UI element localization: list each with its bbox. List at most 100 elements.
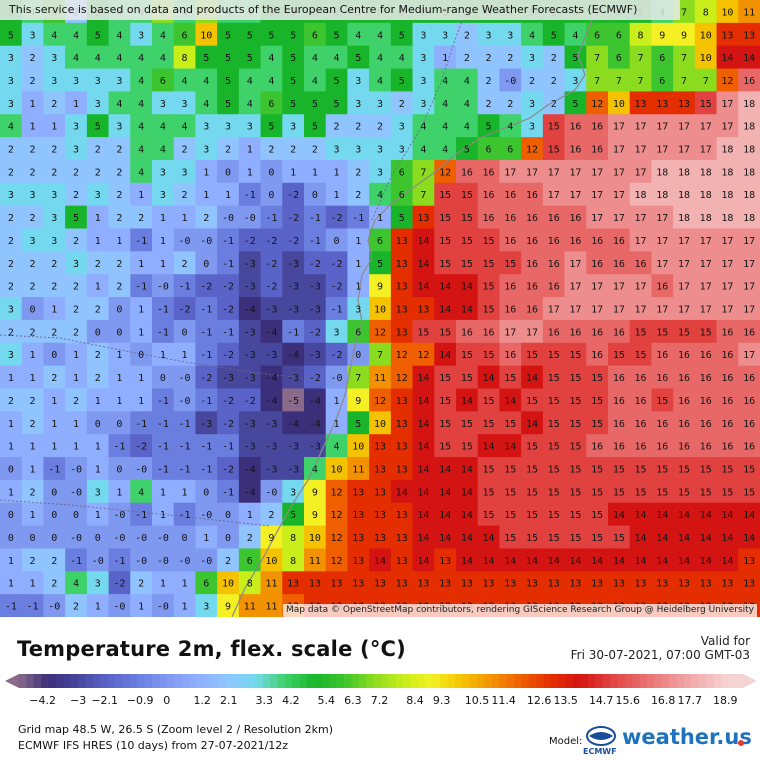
temperature-cell (369, 68, 392, 93)
temperature-cell (86, 45, 110, 70)
grid-value: 7 (594, 76, 600, 87)
temperature-cell (238, 479, 262, 504)
grid-value: 14 (526, 373, 538, 384)
temperature-cell (130, 228, 153, 252)
model-run-info: ECMWF IFS HRES (10 days) from 27-07-2021… (18, 739, 289, 752)
temperature-cell (217, 274, 240, 298)
grid-value: -2 (331, 213, 343, 224)
weather-us-logo[interactable]: weather.us (622, 725, 752, 749)
grid-value: 2 (399, 99, 405, 110)
temperature-cell (108, 457, 131, 481)
color-scale-segment (358, 674, 367, 688)
temperature-cell (651, 22, 674, 47)
grid-value: 16 (743, 442, 755, 453)
temperature-cell (499, 22, 522, 47)
model-label: Model: (549, 736, 583, 747)
grid-value: 3 (290, 122, 296, 133)
grid-value: 4 (312, 464, 318, 475)
grid-value: 5 (486, 122, 492, 133)
temperature-cell (282, 457, 305, 481)
temperature-cell (86, 228, 110, 252)
temperature-cell (369, 251, 392, 275)
grid-value: 17 (656, 236, 668, 247)
grid-value: 2 (73, 190, 79, 201)
grid-value: 15 (439, 213, 451, 224)
grid-value: 14 (439, 533, 451, 544)
grid-value: 18 (743, 99, 755, 110)
temperature-cell (456, 228, 479, 252)
temperature-cell (738, 365, 760, 390)
grid-value: 16 (504, 236, 516, 247)
temperature-cell (390, 205, 414, 230)
grid-value: 14 (678, 533, 690, 544)
map-attribution[interactable]: Map data © OpenStreetMap contributors, r… (283, 604, 757, 617)
temperature-cell (651, 479, 674, 504)
temperature-cell (43, 297, 66, 321)
grid-value: 15 (569, 510, 581, 521)
grid-value: -4 (244, 464, 256, 475)
temperature-cell (86, 68, 110, 93)
grid-value: 15 (548, 373, 560, 384)
temperature-cell (716, 525, 739, 550)
temperature-cell (217, 434, 240, 458)
grid-value: -2 (309, 327, 321, 338)
temperature-cell (629, 479, 653, 504)
temperature-cell (564, 137, 587, 161)
grid-value: -3 (244, 419, 256, 430)
color-scale-segment (33, 674, 42, 688)
grid-value: 2 (30, 76, 36, 87)
grid-value: -0 (113, 533, 125, 544)
temperature-cell (86, 571, 110, 595)
grid-value: 2 (30, 259, 36, 270)
grid-value: 1 (73, 419, 79, 430)
grid-value: -4 (309, 419, 321, 430)
grid-value: 1 (30, 464, 36, 475)
temperature-cell (738, 137, 760, 161)
grid-value: 6 (616, 30, 622, 41)
temperature-cell (0, 525, 23, 550)
grid-value: 1 (203, 533, 209, 544)
temperature-cell (65, 251, 88, 275)
temperature-cell (304, 388, 327, 412)
grid-value: 0 (268, 167, 274, 178)
grid-value: 1 (116, 350, 122, 361)
temperature-cell (586, 319, 609, 344)
grid-value: 14 (504, 442, 516, 453)
temperature-cell (564, 251, 587, 275)
temperature-cell (499, 319, 522, 344)
grid-value: 16 (635, 442, 647, 453)
grid-value: -2 (331, 282, 343, 293)
color-scale-segment (499, 674, 508, 688)
temperature-cell (477, 182, 501, 207)
grid-value: 14 (461, 282, 473, 293)
grid-value: 3 (529, 122, 535, 133)
temperature-cell (434, 411, 457, 435)
grid-value: 15 (526, 533, 538, 544)
grid-value: 1 (355, 236, 361, 247)
temperature-cell (195, 525, 218, 550)
grid-value: 5 (334, 76, 340, 87)
temperature-cell (521, 274, 544, 298)
temperature-cell (325, 548, 349, 572)
temperature-cell (238, 91, 262, 115)
temperature-cell (716, 114, 739, 138)
temperature-cell (521, 502, 544, 527)
grid-value: 2 (116, 282, 122, 293)
grid-value: -4 (287, 419, 299, 430)
temperature-cell (195, 91, 218, 115)
temperature-map[interactable]: 5462544747445555555555555555554781011534… (0, 0, 760, 617)
temperature-cell (325, 45, 349, 70)
temperature-cell (586, 159, 609, 184)
grid-value: 2 (464, 53, 470, 64)
grid-value: 13 (396, 556, 408, 567)
grid-value: 5 (247, 53, 253, 64)
grid-value: 2 (8, 327, 14, 338)
grid-value: 14 (635, 533, 647, 544)
grid-value: 15 (548, 122, 560, 133)
temperature-cell (673, 571, 696, 595)
temperature-cell (260, 548, 283, 572)
grid-value: 15 (526, 350, 538, 361)
grid-value: 15 (635, 464, 647, 475)
grid-value: 2 (51, 145, 57, 156)
temperature-cell (629, 251, 653, 275)
